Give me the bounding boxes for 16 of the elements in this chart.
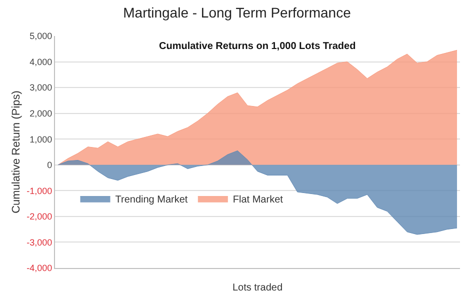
- y-tick-label: 3,000: [30, 82, 52, 93]
- text: Cumulative Returns on 1,000 Lots Traded: [159, 41, 356, 52]
- x-axis-title: Lots traded: [232, 282, 283, 294]
- y-tick-label: 2,000: [30, 108, 52, 118]
- chart-title: Martingale - Long Term Performance: [123, 4, 352, 20]
- y-tick-label: -3,000: [26, 237, 52, 248]
- y-tick-label: 4,000: [30, 56, 52, 67]
- legend-label: Trending Market: [115, 194, 188, 206]
- y-axis-title: Cumulative Return (Pips): [10, 90, 22, 214]
- y-tick-label: -4,000: [26, 263, 52, 274]
- y-tick-label: 1,000: [30, 134, 52, 144]
- y-tick-label: -1,000: [26, 186, 52, 196]
- y-tick-label: -2,000: [26, 212, 52, 222]
- y-tick-label: 0: [47, 160, 52, 170]
- legend-label: Flat Market: [232, 194, 284, 206]
- y-tick-label: 5,000: [30, 31, 52, 42]
